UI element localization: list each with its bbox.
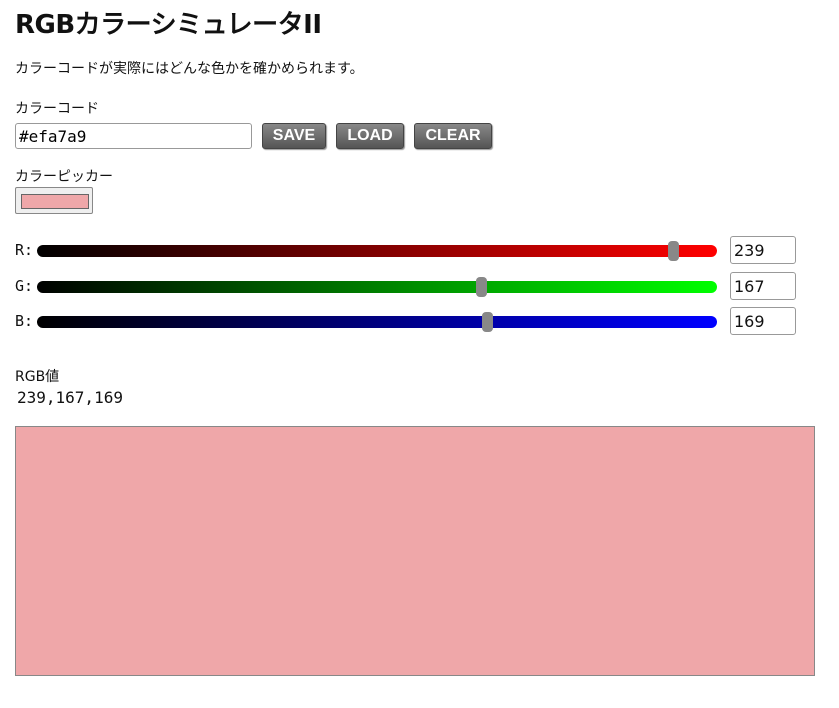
blue-label: B: bbox=[15, 312, 34, 330]
green-slider[interactable] bbox=[37, 277, 717, 297]
color-preview bbox=[15, 426, 815, 676]
description: カラーコードが実際にはどんな色かを確かめられます。 bbox=[15, 61, 364, 77]
blue-value-input[interactable]: 169 bbox=[730, 307, 796, 335]
red-value-input[interactable]: 239 bbox=[730, 236, 796, 264]
blue-slider[interactable] bbox=[37, 312, 717, 332]
color-picker-label: カラーピッカー bbox=[15, 169, 113, 185]
red-slider-thumb[interactable] bbox=[668, 241, 680, 261]
red-slider[interactable] bbox=[37, 241, 717, 261]
green-slider-thumb[interactable] bbox=[476, 277, 488, 297]
color-code-input[interactable] bbox=[15, 123, 252, 149]
clear-button[interactable]: CLEAR bbox=[414, 123, 492, 149]
page-title: RGBカラーシミュレータII bbox=[15, 10, 322, 40]
save-button[interactable]: SAVE bbox=[262, 123, 326, 149]
color-picker[interactable] bbox=[15, 187, 93, 214]
red-label: R: bbox=[15, 241, 34, 259]
rgb-value: 239,167,169 bbox=[17, 388, 123, 407]
color-code-label: カラーコード bbox=[15, 101, 99, 117]
blue-slider-thumb[interactable] bbox=[481, 312, 493, 332]
load-button[interactable]: LOAD bbox=[336, 123, 404, 149]
green-label: G: bbox=[15, 277, 34, 295]
green-value-input[interactable]: 167 bbox=[730, 272, 796, 300]
rgb-value-label: RGB値 bbox=[15, 369, 60, 385]
color-picker-swatch bbox=[21, 194, 89, 209]
